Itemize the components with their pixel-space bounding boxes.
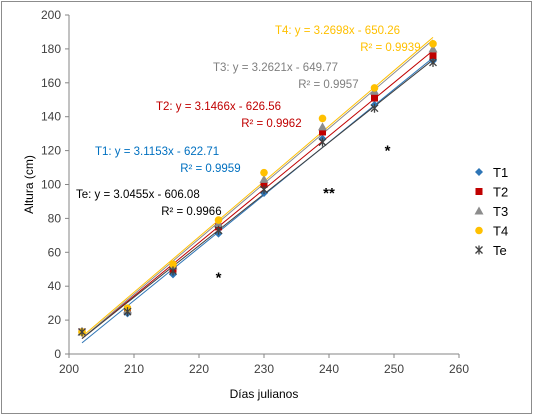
significance-mark: * — [216, 270, 222, 287]
legend-label-t4: T4 — [493, 224, 508, 239]
point-te — [260, 185, 268, 195]
point-t2 — [260, 181, 268, 188]
y-tick-label: 100 — [41, 178, 61, 192]
r2-t1: R² = 0.9959 — [180, 163, 240, 175]
axes: 0 20 40 60 80 100 120 140 160 180 200 200 210 220 230 2… — [41, 8, 469, 376]
y-tick-label: 0 — [54, 347, 61, 361]
point-t2 — [319, 128, 326, 136]
point-t4 — [370, 84, 379, 92]
y-tick-label: 200 — [41, 8, 61, 22]
point-t3 — [428, 44, 438, 53]
point-te — [370, 103, 379, 113]
legend-marker-t1 — [475, 168, 483, 176]
r2-te: R² = 0.9966 — [161, 206, 221, 218]
x-axis-label: Días julianos — [230, 387, 299, 401]
point-te — [429, 57, 437, 67]
x-tick-label: 220 — [189, 362, 209, 376]
x-tick-label: 250 — [384, 362, 404, 376]
r2-t3: R² = 0.9957 — [298, 79, 358, 91]
point-t4 — [429, 40, 437, 48]
y-tick-label: 40 — [48, 279, 62, 293]
r2-t2: R² = 0.9962 — [241, 118, 301, 130]
point-t4 — [318, 114, 327, 123]
legend-marker-t3 — [474, 206, 484, 215]
x-tick-label: 200 — [59, 362, 79, 376]
legend-marker-te — [475, 245, 483, 255]
legend-marker-t2 — [475, 188, 483, 195]
point-t4 — [214, 216, 223, 224]
point-t3 — [259, 174, 269, 183]
equation-t4: T4: y = 3.2698x - 650.26 — [275, 25, 400, 37]
equation-te: Te: y = 3.0455x - 606.08 — [76, 189, 200, 201]
legend: T1 T2 T3 T4 Te — [474, 165, 508, 258]
y-tick-label: 160 — [41, 76, 61, 90]
point-te — [318, 137, 327, 147]
y-tick-label: 60 — [48, 245, 62, 259]
point-t2 — [429, 52, 437, 60]
y-tick-label: 80 — [48, 211, 62, 225]
equation-t3: T3: y = 3.2621x - 649.77 — [213, 62, 338, 74]
point-t4 — [260, 168, 268, 177]
y-tick-label: 180 — [41, 42, 61, 56]
significance-mark: ** — [323, 185, 335, 202]
legend-label-t3: T3 — [493, 204, 508, 219]
point-te — [123, 307, 132, 317]
y-axis-label: Altura (cm) — [22, 155, 36, 214]
x-tick-label: 240 — [319, 362, 339, 376]
x-tick-label: 260 — [449, 362, 469, 376]
point-te — [78, 327, 86, 337]
significance-mark: * — [385, 143, 391, 160]
y-tick-label: 140 — [41, 110, 61, 124]
y-tick-label: 20 — [48, 313, 62, 327]
equation-t2: T2: y = 3.1466x - 626.56 — [156, 101, 281, 113]
legend-label-t1: T1 — [493, 165, 508, 180]
equation-t1: T1: y = 3.1153x - 622.71 — [95, 146, 219, 158]
legend-marker-t4 — [475, 226, 483, 235]
trend-equations: T1: y = 3.1153x - 622.71 R² = 0.9959 T2: y… — [76, 25, 421, 218]
point-te — [169, 266, 177, 276]
point-t4 — [169, 260, 177, 268]
legend-label-te: Te — [493, 243, 507, 258]
significance-annotations: **** — [216, 143, 391, 287]
data-points — [77, 40, 438, 337]
x-tick-label: 210 — [124, 362, 144, 376]
point-t3 — [318, 122, 327, 131]
x-tick-label: 230 — [254, 362, 274, 376]
y-tick-label: 120 — [41, 144, 61, 158]
trendline-t4 — [81, 36, 434, 338]
point-t2 — [371, 94, 378, 102]
point-te — [214, 225, 223, 235]
r2-t4: R² = 0.9939 — [360, 42, 420, 54]
legend-label-t2: T2 — [493, 185, 508, 200]
